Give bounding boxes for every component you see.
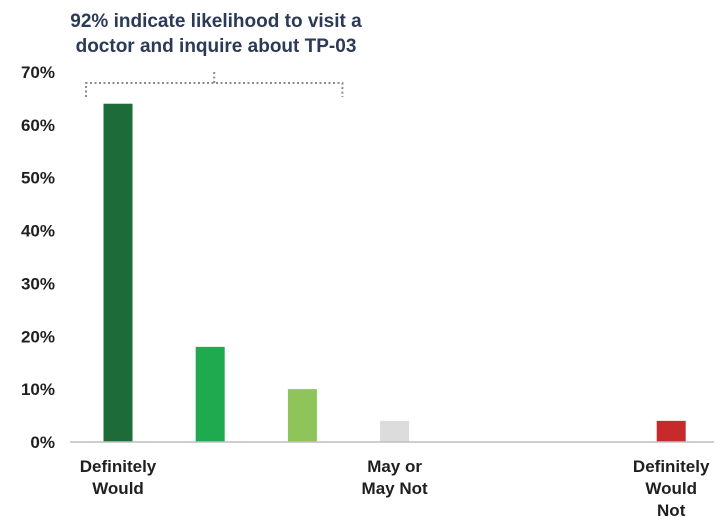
x-tick-label-line: Would [92, 479, 144, 498]
y-tick-label: 10% [21, 380, 55, 399]
x-tick-label: Definitely Would Not [633, 457, 710, 517]
x-tick-label-line: Definitely [80, 457, 157, 476]
x-tick-label: Definitely Would [80, 457, 157, 498]
bar [287, 389, 317, 442]
x-tick-label-line: Would [645, 479, 697, 498]
x-tick-label: May or May Not [362, 457, 428, 498]
x-axis: Definitely Would May or May Not Definitely Wo… [80, 457, 710, 517]
y-tick-label: 0% [30, 433, 55, 452]
x-tick-label-line: Not [657, 501, 686, 517]
chart-title-line-1: 92% indicate likelihood to visit a [70, 11, 362, 32]
bar [195, 346, 225, 442]
bar [103, 103, 133, 442]
y-tick-label: 40% [21, 222, 55, 241]
y-axis: 0% 10% 20% 30% 40% 50% 60% 70% [21, 63, 55, 452]
chart-title-line-2: doctor and inquire about TP-03 [76, 36, 357, 57]
y-tick-label: 50% [21, 169, 55, 188]
bar [380, 420, 410, 442]
x-tick-label-line: May Not [362, 479, 428, 498]
y-tick-label: 70% [21, 63, 55, 82]
bars [103, 103, 686, 442]
y-tick-label: 30% [21, 274, 55, 293]
bracket-annotation [85, 70, 344, 97]
x-tick-label-line: Definitely [633, 457, 710, 476]
bracket-line [85, 82, 344, 97]
y-tick-label: 60% [21, 116, 55, 135]
bar [656, 420, 686, 442]
y-tick-label: 20% [21, 327, 55, 346]
x-tick-label-line: May or [367, 457, 422, 476]
